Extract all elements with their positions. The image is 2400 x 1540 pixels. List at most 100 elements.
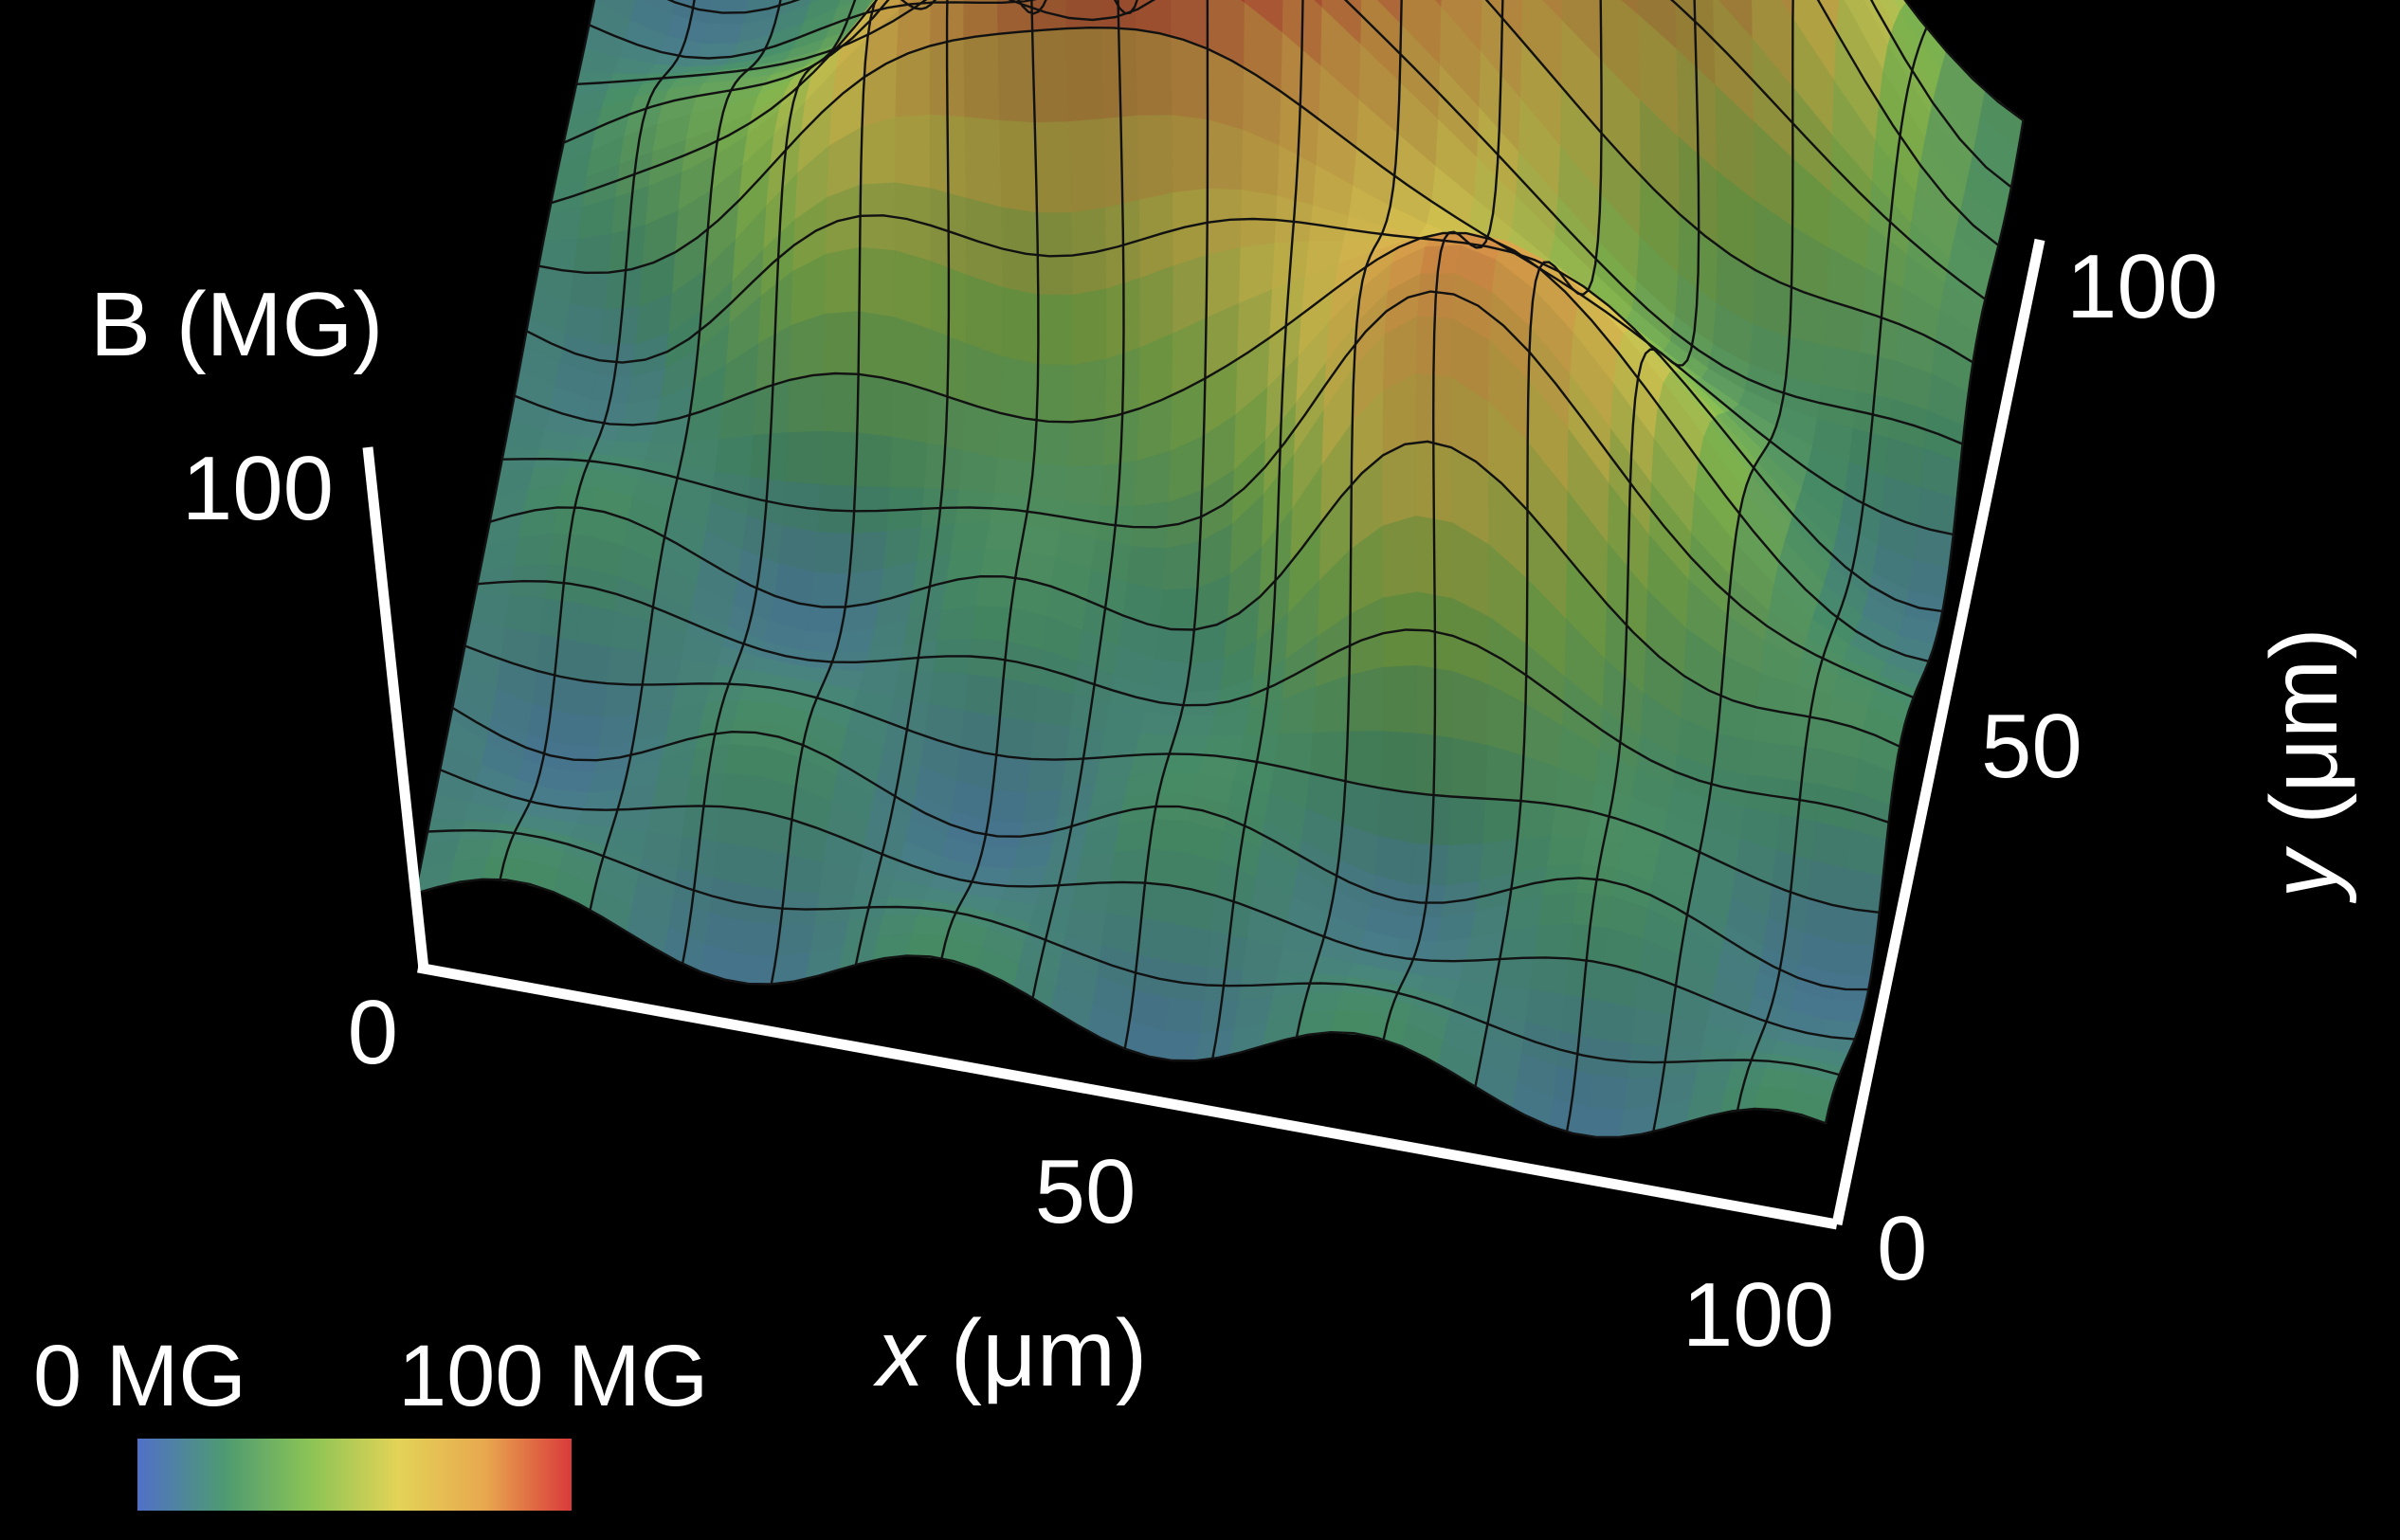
surface-facet	[911, 915, 954, 937]
surface-facet	[1485, 745, 1524, 802]
surface-facet	[1164, 998, 1206, 1035]
colorbar-max-label: 100 MG	[398, 1328, 708, 1424]
surface-facet	[1031, 27, 1070, 124]
surface-facet	[993, 457, 1035, 498]
surface-facet	[1114, 819, 1155, 854]
x-axis-var: x	[873, 1300, 927, 1406]
surface-facet	[854, 432, 893, 489]
surface-facet	[1037, 294, 1074, 367]
surface-facet	[1344, 731, 1383, 789]
y-tick-0: 0	[1877, 1198, 1927, 1299]
surface-facet	[1429, 937, 1472, 962]
surface-facet	[1748, 740, 1789, 781]
surface-grid-line-x	[1211, 0, 1304, 1060]
surface-facet	[1036, 364, 1074, 423]
surface-grid-line-x	[1382, 0, 1504, 1041]
surface-facet	[642, 653, 682, 686]
x-tick-100: 100	[1682, 1264, 1834, 1366]
surface-facet	[789, 313, 826, 381]
surface-facet	[976, 845, 1019, 870]
surface-facet	[984, 521, 1026, 552]
surface-facet	[603, 682, 644, 718]
surface-facet	[1382, 516, 1418, 599]
surface-facet	[736, 953, 777, 986]
surface-plot	[414, 0, 2025, 1138]
colorbar-min-label: 0 MG	[33, 1328, 246, 1424]
x-axis-labels: 50 100 x (μm)	[873, 1141, 1834, 1406]
surface-facet	[1158, 588, 1198, 631]
surface-facet	[799, 630, 842, 655]
surface-facet	[964, 343, 1004, 414]
colorbar: 0 MG 100 MG	[33, 1328, 708, 1511]
surface-facet	[820, 430, 858, 488]
y-tick-100: 100	[2066, 236, 2218, 337]
surface-facet	[1148, 819, 1190, 853]
surface-facet	[1100, 731, 1141, 758]
surface-facet	[893, 317, 932, 391]
surface-facet	[964, 673, 1005, 718]
surface-facet	[575, 603, 616, 648]
surface-grid-line-y	[538, 26, 1954, 536]
surface-facet	[568, 678, 609, 718]
surface-facet	[1065, 0, 1102, 29]
z-axis-title: B (MG)	[90, 274, 383, 375]
surface-facet	[1517, 800, 1557, 841]
surface-grid-line-y	[576, 0, 1987, 300]
x-axis-unit: (μm)	[951, 1300, 1148, 1406]
surface-facet	[1825, 999, 1867, 1024]
surface-facet	[646, 806, 687, 838]
surface-grid-line-x	[1652, 0, 1794, 1132]
surface-facet	[1140, 882, 1181, 926]
surface-facet	[1070, 881, 1112, 915]
surface-facet	[1139, 711, 1182, 736]
surface-facet	[1537, 892, 1578, 927]
surface-facet	[714, 435, 755, 479]
surface-grid-line-y	[514, 231, 1930, 662]
surface-facet	[1157, 771, 1200, 797]
surface-facet	[1136, 28, 1173, 117]
surface-facet	[1447, 795, 1487, 847]
surface-grid-line-y	[589, 0, 2000, 246]
surface-facet	[1494, 956, 1536, 991]
surface-facet	[1584, 1107, 1625, 1138]
surface-facet	[823, 311, 860, 375]
surface-facet	[513, 533, 554, 568]
surface-facet	[1380, 731, 1418, 794]
surface-facet	[785, 430, 824, 486]
x-tick-50: 50	[1035, 1141, 1136, 1242]
surface-facet	[701, 23, 744, 45]
surface-facet	[573, 233, 613, 274]
surface-facet	[999, 678, 1040, 724]
surface-facet	[1144, 686, 1187, 717]
surface-facet	[1064, 465, 1104, 506]
surface-facet	[975, 575, 1016, 608]
surface-facet	[1377, 788, 1417, 844]
axes	[362, 238, 2045, 1230]
surface-facet	[1068, 118, 1106, 214]
surface-facet	[1030, 721, 1071, 760]
surface-facet	[1028, 462, 1069, 502]
surface-grid-line-x	[1295, 0, 1403, 1038]
surface-facet	[1172, 115, 1209, 194]
surface-facet	[1171, 35, 1209, 121]
surface-facet	[856, 373, 895, 438]
surface-grid	[413, 0, 2025, 1139]
surface-facet	[822, 373, 860, 434]
surface-facet	[963, 33, 1001, 122]
surface-facet	[860, 117, 897, 186]
surface-facet	[1844, 868, 1884, 914]
y-axis-title: y (μm)	[2251, 627, 2357, 903]
surface-facet	[988, 789, 1028, 824]
surface-facet	[740, 921, 781, 958]
surface-facet	[1067, 417, 1106, 467]
surface-facet	[1546, 836, 1588, 867]
surface-facet	[1027, 758, 1067, 794]
surface-facet	[894, 182, 932, 263]
surface-facet	[1105, 881, 1146, 919]
surface-facet	[1335, 991, 1378, 1014]
surface-facet	[724, 744, 766, 778]
surface-facet	[1162, 541, 1201, 591]
surface-grid-line-x	[1474, 0, 1603, 1087]
surface-facet	[614, 422, 657, 444]
